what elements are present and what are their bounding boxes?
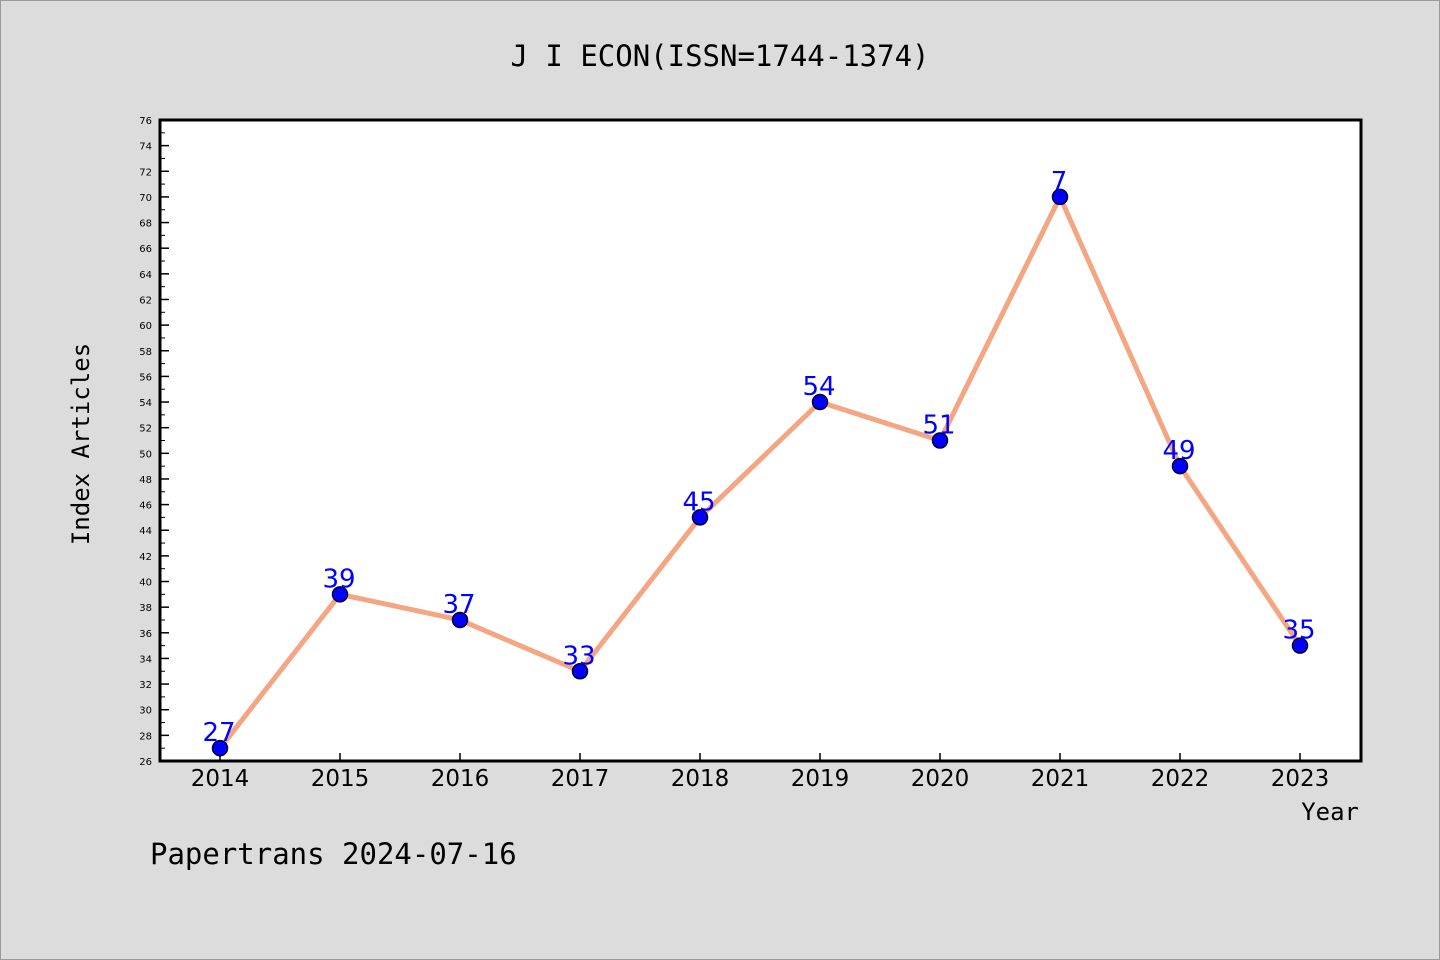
y-tick-label: 70	[139, 193, 152, 204]
x-axis-title: Year	[1301, 798, 1359, 826]
data-label: 49	[1162, 436, 1195, 466]
x-tick-label: 2021	[1031, 766, 1090, 792]
data-label: 33	[562, 641, 595, 671]
y-tick-label: 52	[139, 424, 152, 435]
data-label: 45	[682, 487, 715, 517]
y-tick-label: 42	[139, 552, 152, 563]
y-tick-label: 54	[139, 398, 152, 409]
x-tick-label: 2018	[671, 766, 730, 792]
y-tick-label: 62	[139, 295, 152, 306]
y-tick-label: 48	[139, 475, 152, 486]
y-tick-label: 32	[139, 680, 152, 691]
x-tick-label: 2019	[791, 766, 850, 792]
y-tick-label: 44	[139, 526, 152, 537]
y-tick-label: 36	[139, 629, 152, 640]
data-point	[811, 393, 829, 411]
y-tick-label: 64	[139, 270, 152, 281]
x-tick-label: 2016	[431, 766, 490, 792]
data-point	[691, 509, 709, 526]
y-tick-label: 50	[139, 449, 152, 460]
y-tick-label: 72	[139, 167, 152, 178]
x-tick-label: 2014	[191, 766, 250, 792]
y-tick-label: 34	[139, 654, 152, 665]
data-point	[211, 739, 229, 757]
data-label: 54	[802, 372, 835, 402]
data-point	[331, 586, 349, 603]
y-tick-label: 68	[139, 219, 152, 230]
y-tick-label: 40	[139, 578, 152, 589]
data-label: 37	[442, 590, 475, 620]
data-markers	[211, 188, 1309, 757]
chart-title: J I ECON(ISSN=1744-1374)	[510, 39, 929, 73]
data-point	[451, 611, 469, 629]
data-point	[1171, 457, 1189, 475]
y-tick-label: 26	[139, 757, 152, 768]
plot-area	[158, 118, 1363, 763]
data-label: 51	[922, 411, 955, 441]
y-axis-ticks: 26 28 30 32 34 36 38 40 42 44 46 48 50 52 54 56 58 60 62 64…	[139, 116, 169, 768]
y-tick-label: 28	[139, 731, 152, 742]
data-label: 39	[322, 564, 355, 594]
data-label: 7	[1051, 167, 1068, 197]
data-label: 27	[202, 718, 235, 748]
data-label: 35	[1282, 616, 1315, 646]
y-tick-label: 38	[139, 603, 152, 614]
x-axis-ticks: 2014 2015 2016 2017 2018 2019 2020 2021 2022 2023	[191, 753, 1330, 792]
y-tick-label: 58	[139, 347, 152, 358]
footer-text: Papertrans 2024-07-16	[150, 837, 517, 871]
y-tick-label: 30	[139, 706, 152, 717]
series-line	[218, 194, 1303, 750]
x-tick-label: 2020	[911, 766, 970, 792]
y-tick-label: 60	[139, 321, 152, 332]
x-tick-label: 2017	[551, 766, 610, 792]
x-tick-label: 2015	[311, 766, 370, 792]
y-tick-label: 56	[139, 372, 152, 383]
y-tick-label: 46	[139, 501, 152, 512]
x-tick-label: 2023	[1271, 766, 1330, 792]
y-tick-label: 74	[139, 142, 152, 153]
y-axis-title: Index Articles	[67, 343, 95, 545]
x-tick-label: 2022	[1151, 766, 1210, 792]
data-point	[1291, 637, 1309, 654]
data-point	[1051, 188, 1069, 206]
data-point	[571, 663, 589, 680]
y-tick-label: 66	[139, 244, 152, 255]
y-tick-label: 76	[139, 116, 152, 127]
data-point	[931, 432, 949, 449]
data-labels: 27 39 37 33 45 54 51 7 49 35	[202, 167, 1315, 748]
